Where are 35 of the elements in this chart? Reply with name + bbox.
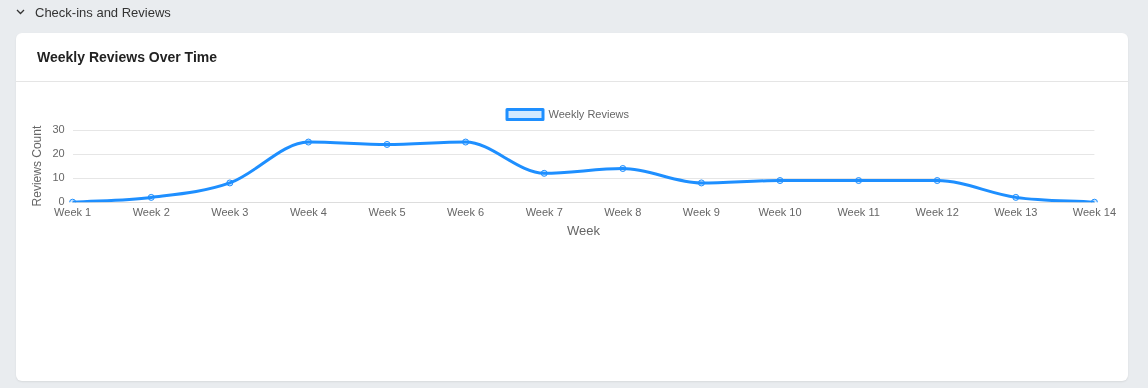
y-tick-label: 0 [58, 195, 65, 208]
x-tick-label: Week 2 [132, 205, 170, 218]
x-tick-label: Week 4 [289, 205, 327, 218]
legend-label: Weekly Reviews [548, 107, 630, 120]
point [1012, 193, 1020, 201]
point [697, 179, 705, 187]
text: Check-ins and Reviews [35, 4, 171, 20]
x-tick-label: Week 12 [915, 205, 959, 218]
point [619, 165, 627, 173]
point [776, 177, 784, 185]
x-tick-label: Week 5 [368, 205, 406, 218]
x-axis-title: Week [567, 222, 601, 238]
x-tick-label: Week 13 [994, 205, 1038, 218]
x-tick-label: Week 7 [525, 205, 563, 218]
point [540, 169, 548, 177]
point [933, 177, 941, 185]
chart-title: Weekly Reviews Over Time [37, 49, 218, 65]
y-tick-label: 20 [52, 147, 65, 160]
y-axis-title: Reviews Count [29, 125, 44, 207]
point [462, 138, 470, 146]
x-tick-label: Week 14 [1072, 205, 1116, 218]
point [304, 138, 312, 146]
x-tick-label: Week 1 [54, 205, 92, 218]
x-tick-label: Week 6 [447, 205, 485, 218]
point [383, 140, 391, 148]
x-tick-label: Week 9 [682, 205, 720, 218]
x-tick-label: Week 8 [604, 205, 642, 218]
x-tick-label: Week 10 [758, 205, 802, 218]
y-tick-label: 10 [52, 171, 65, 184]
x-tick-label: Week 11 [837, 205, 880, 218]
point [855, 177, 863, 185]
x-tick-label: Week 3 [211, 205, 249, 218]
point [226, 179, 234, 187]
y-tick-label: 30 [52, 123, 65, 136]
point [147, 193, 155, 201]
